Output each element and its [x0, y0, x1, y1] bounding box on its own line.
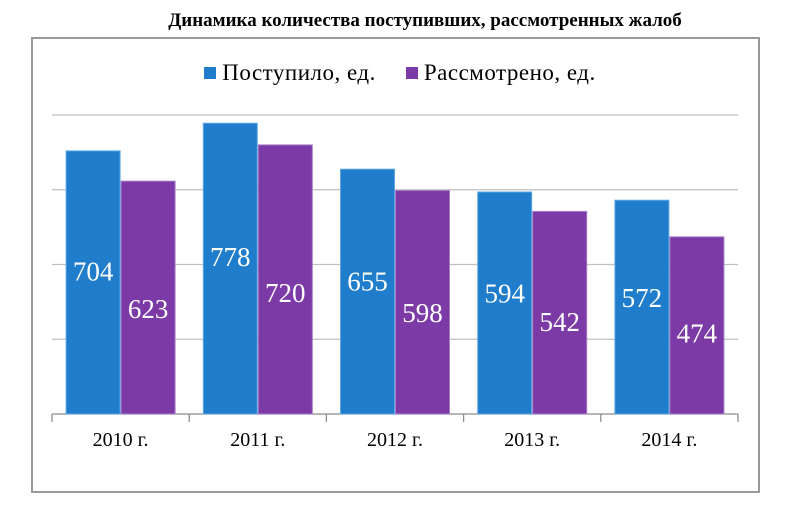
- data-label-received: 704: [73, 257, 114, 287]
- x-tick-label: 2013 г.: [504, 429, 560, 451]
- data-label-reviewed: 623: [128, 294, 169, 324]
- legend-label-reviewed: Рассмотрено, ед.: [423, 60, 596, 85]
- data-label-received: 572: [622, 283, 663, 313]
- chart-title: Динамика количества поступивших, рассмот…: [168, 10, 682, 31]
- legend-item-received: Поступило, ед.: [204, 60, 376, 86]
- legend-swatch-received: [204, 67, 217, 79]
- legend: Поступило, ед. Рассмотрено, ед.: [0, 60, 800, 86]
- data-label-reviewed: 720: [265, 278, 306, 308]
- data-label-reviewed: 542: [539, 307, 580, 337]
- bar-reviewed: [120, 180, 176, 415]
- bar-reviewed: [395, 189, 450, 415]
- bar-reviewed: [257, 144, 313, 415]
- bar-received: [65, 150, 121, 415]
- x-tick-label: 2010 г.: [93, 429, 149, 451]
- x-tick-label: 2014 г.: [641, 429, 697, 451]
- bar-received: [614, 199, 670, 415]
- data-label-received: 594: [484, 279, 525, 309]
- bar-reviewed: [532, 210, 588, 415]
- data-label-reviewed: 598: [402, 298, 443, 328]
- legend-swatch-reviewed: [405, 67, 418, 79]
- data-label-reviewed: 474: [677, 318, 718, 348]
- data-label-received: 655: [347, 266, 388, 296]
- x-tick-label: 2011 г.: [230, 429, 285, 451]
- legend-item-reviewed: Рассмотрено, ед.: [405, 60, 596, 86]
- bar-received: [340, 168, 395, 415]
- data-label-received: 778: [210, 242, 251, 272]
- x-tick-label: 2012 г.: [367, 429, 423, 451]
- bar-received: [202, 122, 258, 415]
- bar-received: [477, 191, 533, 415]
- legend-label-received: Поступило, ед.: [222, 60, 376, 85]
- bar-reviewed: [669, 236, 725, 415]
